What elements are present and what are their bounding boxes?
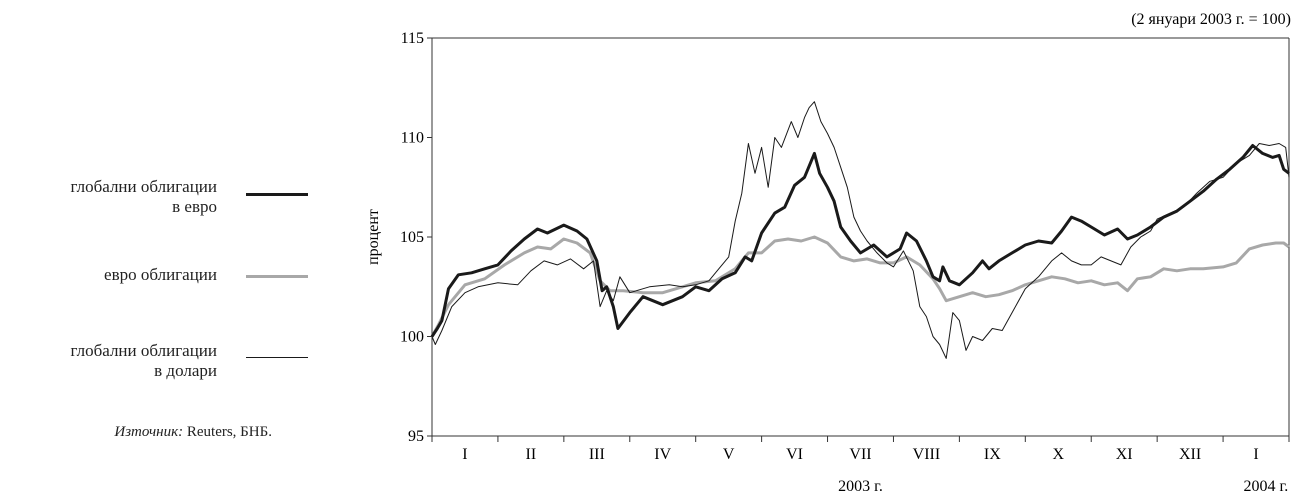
legend-label-global-usd-line1: глобални облигации: [70, 341, 217, 360]
legend-label-global-usd: глобални облигации в долари: [0, 341, 217, 381]
axes: [427, 37, 1290, 442]
legend-label-global-eur-line1: глобални облигации: [70, 177, 217, 196]
y-tick-label: 115: [401, 30, 424, 47]
source-note: Източник: Reuters, БНБ.: [114, 424, 272, 441]
x-tick-label: I: [1253, 446, 1258, 463]
plot-lines: [430, 101, 1290, 359]
legend-label-euro-bonds-line1: евро облигации: [104, 265, 217, 284]
x-tick-label: III: [589, 446, 605, 463]
x-tick-label: VII: [849, 446, 871, 463]
y-tick-label: 100: [400, 329, 424, 346]
legend-swatch-euro-bonds: [246, 275, 308, 278]
year-label: 2003 г.: [838, 478, 883, 495]
x-tick-label: I: [462, 446, 467, 463]
legend-label-global-eur-line2: в евро: [172, 197, 217, 216]
legend-swatch-global-usd: [246, 357, 308, 358]
year-label: 2004 г.: [1244, 478, 1289, 495]
x-tick-label: X: [1052, 446, 1064, 463]
x-tick-label: IV: [654, 446, 671, 463]
y-tick-label: 110: [401, 130, 424, 147]
source-text: Reuters, БНБ.: [183, 424, 272, 440]
legend-swatch-global-eur: [246, 193, 308, 196]
chart-note: (2 януари 2003 г. = 100): [1131, 11, 1291, 28]
legend-label-global-eur: глобални облигации в евро: [0, 177, 217, 217]
x-tick-label: VIII: [913, 446, 941, 463]
series-line-2: [431, 101, 1290, 359]
series-line-1: [430, 235, 1290, 338]
x-tick-label: IX: [984, 446, 1001, 463]
x-tick-label: VI: [786, 446, 803, 463]
y-tick-label: 95: [408, 428, 424, 445]
series-line-0: [430, 144, 1290, 338]
y-axis-label: процент: [365, 209, 382, 265]
x-tick-label: V: [723, 446, 735, 463]
x-tick-label: XI: [1116, 446, 1133, 463]
y-tick-label: 105: [400, 229, 424, 246]
x-tick-label: XII: [1179, 446, 1201, 463]
legend-label-global-usd-line2: в долари: [154, 361, 217, 380]
legend-label-euro-bonds: евро облигации: [0, 265, 217, 285]
source-label: Източник:: [114, 424, 184, 440]
x-tick-label: II: [526, 446, 537, 463]
